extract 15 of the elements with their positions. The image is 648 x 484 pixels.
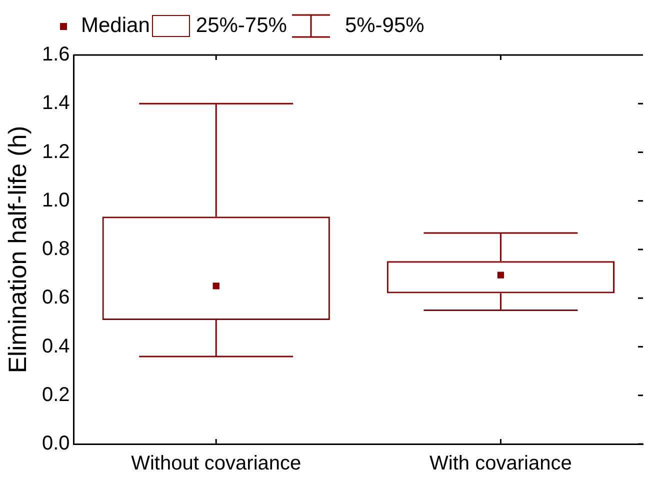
text: Median [81,14,150,38]
text: 25%-75% [196,14,287,38]
y-tick-label: 0.8 [42,238,70,260]
x-tick-label: Without covariance [131,452,302,475]
y-tick-label: 1.4 [42,92,70,114]
y-tick-label: 1.2 [42,140,70,163]
y-tick-label: 1.0 [42,189,70,212]
text: 5%-95% [344,14,424,38]
y-tick-label: 0.0 [42,432,70,455]
y-tick-label: 0.4 [42,335,70,358]
y-tick-label: 0.2 [42,384,70,406]
x-tick-label: With covariance [430,452,572,475]
y-axis-title: Elimination half-life (h) [4,126,32,374]
y-tick-label: 1.6 [42,44,70,66]
y-tick-label: 0.6 [42,286,70,309]
